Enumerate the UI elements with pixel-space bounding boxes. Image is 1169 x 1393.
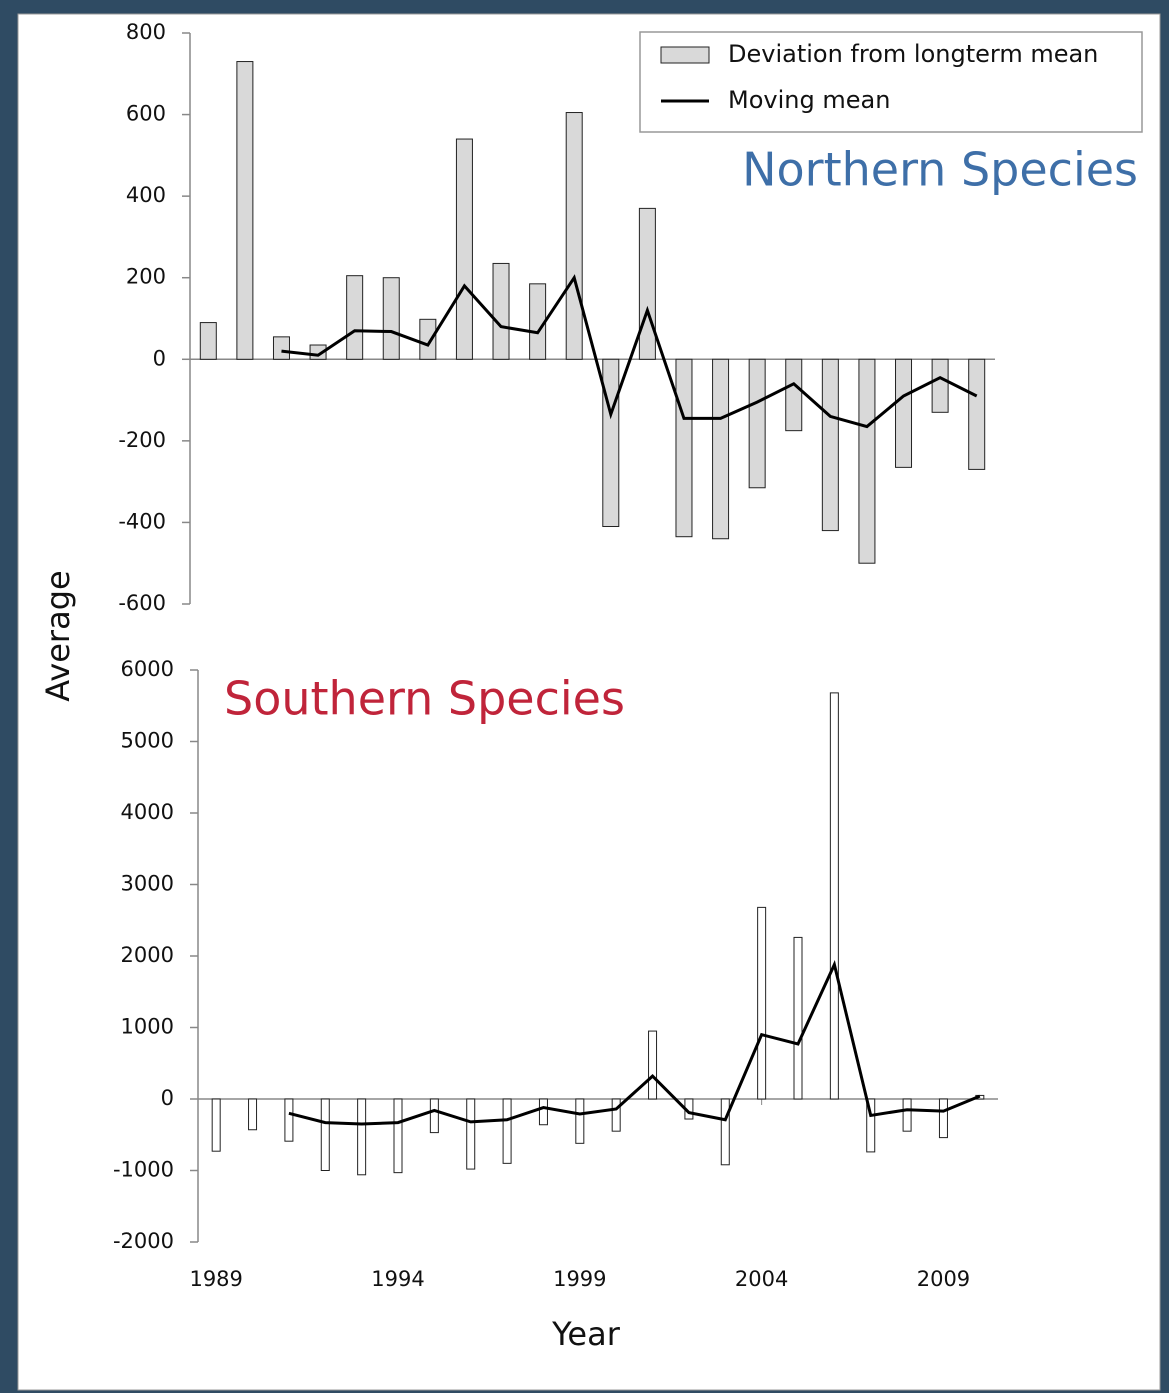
y-tick-label: 5000 — [121, 729, 174, 753]
bar — [565, 112, 583, 360]
legend-label: Moving mean — [728, 86, 890, 114]
x-axis-label: Year — [551, 1315, 621, 1353]
bar — [829, 692, 839, 1100]
x-tick-label: 2004 — [735, 1267, 788, 1291]
y-tick-label: 200 — [126, 265, 166, 289]
bar — [529, 283, 547, 360]
bar — [866, 1098, 876, 1153]
bar — [858, 358, 876, 564]
y-tick-label: 1000 — [121, 1015, 174, 1039]
x-tick-label: 1994 — [371, 1267, 424, 1291]
bar — [785, 358, 803, 432]
y-tick-label: 0 — [161, 1086, 174, 1110]
y-tick-label: 0 — [153, 346, 166, 370]
x-tick-label: 1999 — [553, 1267, 606, 1291]
bar — [236, 61, 254, 360]
y-tick-label: 3000 — [121, 872, 174, 896]
bar — [748, 358, 766, 489]
bar — [821, 358, 839, 532]
bar — [248, 1098, 258, 1131]
bar — [938, 1098, 948, 1139]
bar — [793, 936, 803, 1100]
y-axis-label: Average — [39, 570, 77, 701]
bar — [611, 1098, 621, 1132]
x-tick-label: 1989 — [189, 1267, 242, 1291]
x-tick-label: 2009 — [917, 1267, 970, 1291]
y-tick-label: -400 — [118, 509, 166, 533]
legend-box — [639, 31, 1143, 133]
y-tick-label: -600 — [118, 591, 166, 615]
bar — [466, 1098, 476, 1170]
chart-title: Southern Species — [224, 672, 625, 726]
y-tick-label: 800 — [126, 20, 166, 44]
chart-title: Northern Species — [742, 143, 1138, 197]
bar — [429, 1098, 439, 1134]
bar — [382, 277, 400, 360]
bar — [538, 1098, 548, 1126]
y-tick-label: 400 — [126, 183, 166, 207]
bar — [638, 207, 656, 360]
legend-swatch — [660, 46, 710, 64]
line — [281, 274, 978, 429]
y-tick-label: -1000 — [113, 1158, 174, 1182]
bar — [712, 358, 730, 540]
bar — [757, 906, 767, 1100]
bar — [602, 358, 620, 528]
panel — [17, 13, 1161, 1391]
bar — [675, 358, 693, 538]
bar — [455, 138, 473, 360]
y-tick-label: -200 — [118, 428, 166, 452]
bar — [720, 1098, 730, 1166]
y-tick-label: 2000 — [121, 943, 174, 967]
bar — [272, 336, 290, 360]
bar — [648, 1030, 658, 1100]
bar — [502, 1098, 512, 1164]
y-tick-label: 4000 — [121, 800, 174, 824]
bar — [284, 1098, 294, 1142]
bar — [419, 318, 437, 360]
bar — [357, 1098, 367, 1176]
bar — [492, 262, 510, 360]
y-tick-label: 600 — [126, 102, 166, 126]
bar — [902, 1098, 912, 1132]
y-tick-label: 6000 — [121, 657, 174, 681]
bar — [211, 1098, 221, 1152]
bar — [393, 1098, 403, 1174]
bar — [931, 358, 949, 413]
line — [288, 960, 981, 1126]
bar — [968, 358, 986, 470]
bar — [575, 1098, 585, 1144]
bar — [199, 322, 217, 360]
legend-label: Deviation from longterm mean — [728, 40, 1098, 68]
bar — [895, 358, 913, 468]
bar — [346, 275, 364, 360]
y-tick-label: -2000 — [113, 1229, 174, 1253]
bar — [320, 1098, 330, 1171]
